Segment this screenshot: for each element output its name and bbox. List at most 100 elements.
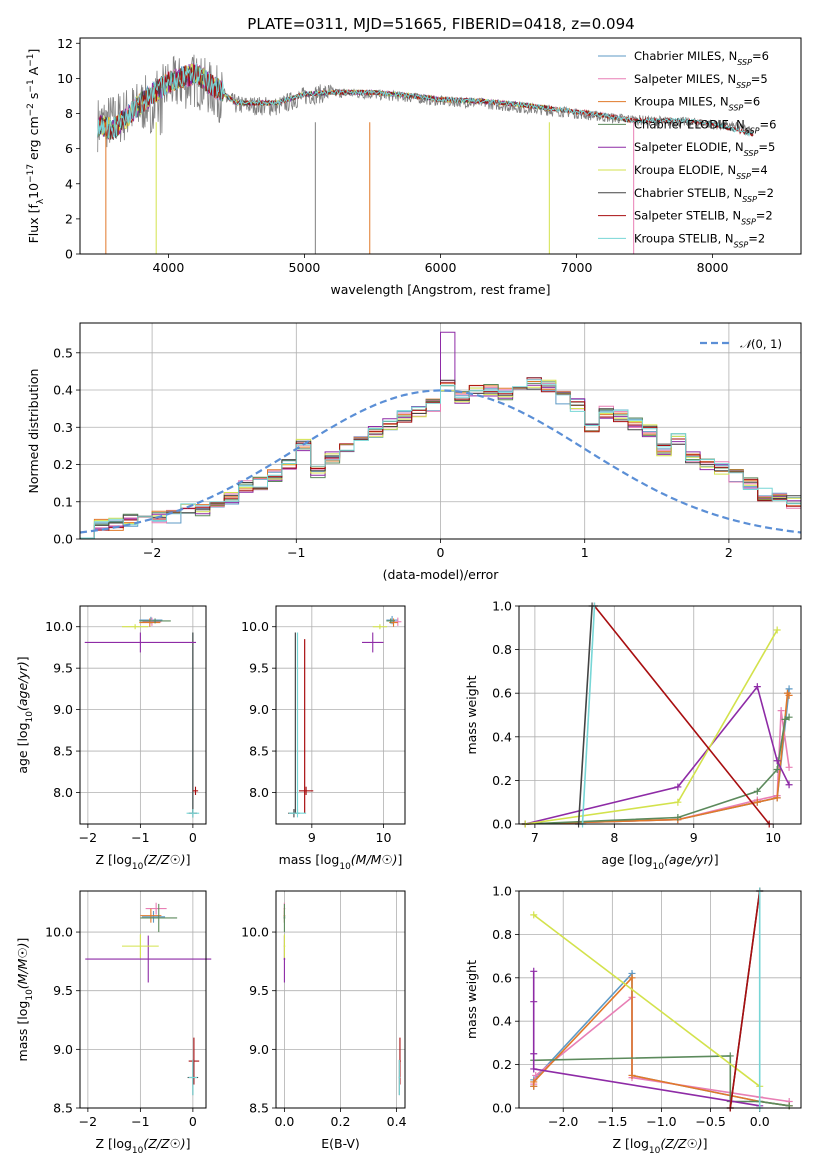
x-tick-label: 0.0 <box>750 1114 770 1129</box>
plot-frame <box>79 322 802 540</box>
plot-frame <box>518 890 802 1109</box>
x-tick-label: 6000 <box>425 260 457 275</box>
y-tick-label: 8.5 <box>53 744 73 759</box>
residual-histogram <box>80 331 801 539</box>
mass-weight-marker <box>753 787 761 795</box>
x-axis-label: mass [log10(M/M☉)] <box>279 852 403 872</box>
x-tick-label: 7 <box>531 830 539 845</box>
y-tick-label: 0.8 <box>492 927 512 942</box>
mass-weight-marker <box>781 715 789 723</box>
mass-weight-marker <box>530 967 538 975</box>
mass-weight-marker <box>777 707 785 715</box>
y-axis-label: mass weight <box>464 960 479 1039</box>
x-axis-label: Z [log10(Z/Z☉)] <box>612 1136 707 1156</box>
legend-entry: Salpeter ELODIE, NSSP=5 <box>634 140 775 158</box>
x-tick-label: −1 <box>131 830 149 845</box>
y-tick-label: 8.0 <box>249 785 269 800</box>
spectrum-panel: 4000 5000 6000 7000 8000 0 2 4 6 8 10 12 wavelength … <box>26 36 802 297</box>
y-tick-label: 10.0 <box>241 619 269 634</box>
x-tick-label: −1.0 <box>646 1114 676 1129</box>
x-tick-label: 7000 <box>561 260 593 275</box>
legend-entry: Kroupa MILES, NSSP=6 <box>634 95 760 113</box>
legend-entry: 𝒩(0, 1) <box>740 337 782 351</box>
y-tick-label: 0 <box>65 247 73 262</box>
mass-weight-line <box>525 710 790 825</box>
y-tick-label: 9.0 <box>249 702 269 717</box>
x-axis-label: E(B-V) <box>321 1136 360 1151</box>
y-tick-label: 0.4 <box>492 729 512 744</box>
y-tick-label: 9.5 <box>249 983 269 998</box>
x-axis-label: Z [log10(Z/Z☉)] <box>95 1136 190 1156</box>
y-tick-label: 10.0 <box>45 925 73 940</box>
x-tick-label: 8 <box>610 830 618 845</box>
spectrum-legend: Chabrier MILES, NSSP=6 Salpeter MILES, NS… <box>598 49 776 249</box>
x-tick-label: 0.4 <box>387 1114 407 1129</box>
x-tick-label: 0.2 <box>331 1114 351 1129</box>
mass-weight-marker <box>773 757 781 765</box>
x-tick-label: 9 <box>308 830 316 845</box>
age-vs-Z-panel: −2 −1 0 8.0 8.5 9.0 9.5 10.0 Z [log10(Z/Z☉)] age … <box>15 605 207 872</box>
y-tick-label: 8.5 <box>53 1101 73 1116</box>
mass-vs-Z-panel: −2 −1 0 8.5 9.0 9.5 10.0 Z [log10(Z/Z☉)] mass [l… <box>15 890 212 1156</box>
plot-frame <box>275 605 406 825</box>
mass-weight-marker <box>530 1050 538 1058</box>
x-axis-label: age [log10(age/yr)] <box>601 852 718 872</box>
mass-vs-ebv-panel: 0.0 0.2 0.4 8.5 9.0 9.5 10.0 E(B-V) <box>241 890 407 1151</box>
y-tick-label: 0.4 <box>492 1014 512 1029</box>
legend-entry: Salpeter MILES, NSSP=5 <box>634 72 768 90</box>
x-tick-label: 10 <box>765 830 781 845</box>
x-tick-label: 1 <box>581 545 589 560</box>
mass-weight-marker <box>753 798 761 806</box>
x-axis-label: (data-model)/error <box>383 567 500 582</box>
mass-weight-marker <box>785 713 793 721</box>
y-axis-label: mass weight <box>464 675 479 754</box>
model-spectrum-line <box>97 66 754 140</box>
mass-weight-marker <box>530 998 538 1006</box>
y-tick-label: 9.5 <box>53 983 73 998</box>
plot-frame <box>79 605 207 825</box>
mass-weight-marker <box>674 813 682 821</box>
x-tick-label: 0 <box>437 545 445 560</box>
weight-vs-Z-panel: −2.0 −1.5 −1.0 −0.5 0.0 0.0 0.2 0.4 0.6 0.8 1.0 Z [… <box>464 884 802 1156</box>
y-axis-label: age [log10(age/yr)] <box>15 656 35 773</box>
x-tick-label: −0.5 <box>695 1114 725 1129</box>
mass-weight-line <box>581 605 596 825</box>
y-tick-label: 8.0 <box>53 785 73 800</box>
mass-weight-marker <box>785 781 793 789</box>
residual-histogram <box>80 377 801 539</box>
legend-entry: Salpeter STELIB, NSSP=2 <box>634 209 773 227</box>
y-tick-label: 0.8 <box>492 642 512 657</box>
x-tick-label: 0 <box>189 830 197 845</box>
normal-distribution-curve <box>80 389 801 534</box>
age-vs-mass-panel: 9 10 8.0 8.5 9.0 9.5 10.0 mass [log10(M/M☉)] <box>241 605 406 872</box>
x-tick-label: 4000 <box>153 260 185 275</box>
y-tick-label: 1.0 <box>492 884 512 899</box>
y-tick-label: 9.0 <box>53 1042 73 1057</box>
y-axis-label: mass [log10(M/M☉)] <box>15 938 35 1062</box>
model-spectrum-line <box>97 62 754 140</box>
x-tick-label: −1.5 <box>597 1114 627 1129</box>
x-tick-label: −2 <box>143 545 161 560</box>
y-tick-label: 9.0 <box>53 702 73 717</box>
mass-weight-marker <box>785 685 793 693</box>
y-tick-label: 9.5 <box>53 661 73 676</box>
legend-entry: Chabrier STELIB, NSSP=2 <box>634 186 774 204</box>
mass-weight-line <box>533 914 761 1087</box>
y-tick-label: 0.2 <box>53 457 73 472</box>
x-tick-label: 0 <box>189 1114 197 1129</box>
x-tick-label: −2 <box>79 830 97 845</box>
x-tick-label: 2 <box>725 545 733 560</box>
mass-weight-line <box>525 629 778 825</box>
x-tick-label: 9 <box>690 830 698 845</box>
mass-weight-line <box>593 605 770 825</box>
y-tick-label: 6 <box>65 141 73 156</box>
y-tick-label: 0.6 <box>492 970 512 985</box>
spectrum-plot-area <box>97 54 754 254</box>
legend-entry: Chabrier ELODIE, NSSP=6 <box>634 117 776 135</box>
figure-title: PLATE=0311, MJD=51665, FIBERID=0418, z=0… <box>247 15 634 33</box>
x-tick-label: 10 <box>376 830 392 845</box>
mass-weight-line <box>729 890 761 1109</box>
weight-vs-age-panel: 7 8 9 10 0.0 0.2 0.4 0.6 0.8 1.0 age [log10(age/yr… <box>464 599 802 872</box>
residuals-plot-area <box>80 331 801 539</box>
mass-weight-line <box>525 716 790 825</box>
